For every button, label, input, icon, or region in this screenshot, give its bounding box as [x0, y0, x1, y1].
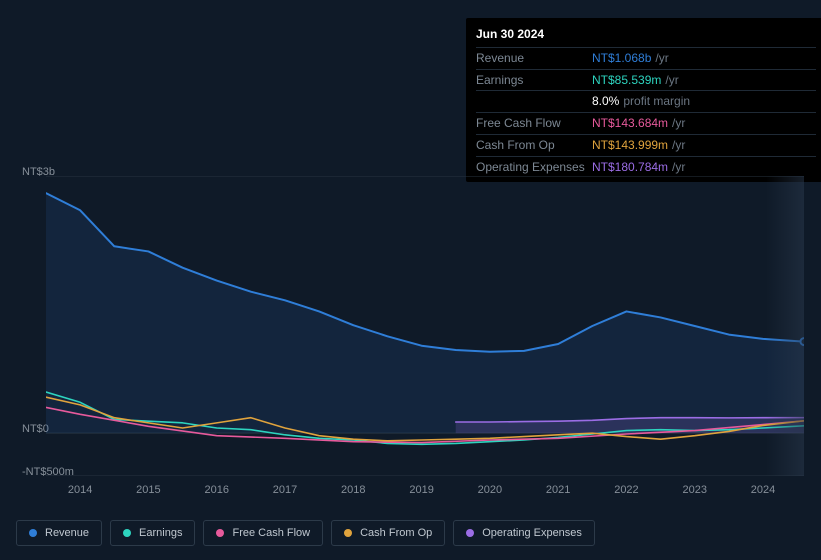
legend-item[interactable]: Free Cash Flow — [203, 520, 323, 546]
tooltip-value: 8.0%profit margin — [592, 93, 816, 110]
tooltip-label: Operating Expenses — [476, 159, 592, 176]
tooltip-label — [476, 93, 592, 110]
tooltip-value: NT$143.684m/yr — [592, 115, 816, 132]
data-tooltip: Jun 30 2024 RevenueNT$1.068b/yrEarningsN… — [466, 18, 821, 182]
tooltip-row: Operating ExpensesNT$180.784m/yr — [476, 156, 816, 178]
legend-item[interactable]: Cash From Op — [331, 520, 445, 546]
legend-item[interactable]: Earnings — [110, 520, 195, 546]
tooltip-label: Cash From Op — [476, 137, 592, 154]
tooltip-row: Cash From OpNT$143.999m/yr — [476, 134, 816, 156]
x-axis: 2014 2015 2016 2017 2018 2019 2020 2021 2022 2023… — [46, 484, 804, 500]
legend-label: Earnings — [139, 527, 182, 539]
tooltip-value: NT$180.784m/yr — [592, 159, 816, 176]
tooltip-row: Free Cash FlowNT$143.684m/yr — [476, 112, 816, 134]
x-axis-label: 2015 — [136, 484, 160, 496]
legend-dot-icon — [29, 529, 37, 537]
legend-dot-icon — [344, 529, 352, 537]
x-axis-label: 2024 — [751, 484, 775, 496]
legend-item[interactable]: Operating Expenses — [453, 520, 595, 546]
tooltip-row: RevenueNT$1.068b/yr — [476, 47, 816, 69]
y-axis-label: NT$0 — [22, 423, 49, 435]
tooltip-row: 8.0%profit margin — [476, 90, 816, 112]
x-axis-label: 2016 — [204, 484, 228, 496]
x-axis-label: 2019 — [409, 484, 433, 496]
tooltip-value: NT$143.999m/yr — [592, 137, 816, 154]
x-axis-label: 2023 — [682, 484, 706, 496]
tooltip-label: Revenue — [476, 50, 592, 67]
legend-label: Operating Expenses — [482, 527, 582, 539]
tooltip-value: NT$85.539m/yr — [592, 72, 816, 89]
legend-dot-icon — [123, 529, 131, 537]
tooltip-value: NT$1.068b/yr — [592, 50, 816, 67]
legend-label: Cash From Op — [360, 527, 432, 539]
tooltip-label: Free Cash Flow — [476, 115, 592, 132]
legend-label: Revenue — [45, 527, 89, 539]
legend-dot-icon — [216, 529, 224, 537]
legend-item[interactable]: Revenue — [16, 520, 102, 546]
x-axis-label: 2014 — [68, 484, 92, 496]
tooltip-row: EarningsNT$85.539m/yr — [476, 69, 816, 91]
x-axis-label: 2020 — [478, 484, 502, 496]
x-axis-label: 2018 — [341, 484, 365, 496]
chart-svg — [46, 176, 804, 476]
x-axis-label: 2022 — [614, 484, 638, 496]
chart-stage: Jun 30 2024 RevenueNT$1.068b/yrEarningsN… — [0, 0, 821, 560]
tooltip-date: Jun 30 2024 — [476, 24, 816, 47]
legend-label: Free Cash Flow — [232, 527, 310, 539]
legend-dot-icon — [466, 529, 474, 537]
tooltip-label: Earnings — [476, 72, 592, 89]
legend: Revenue Earnings Free Cash Flow Cash From O… — [16, 520, 595, 546]
x-axis-label: 2021 — [546, 484, 570, 496]
x-axis-label: 2017 — [273, 484, 297, 496]
chart-plot[interactable] — [46, 176, 804, 476]
